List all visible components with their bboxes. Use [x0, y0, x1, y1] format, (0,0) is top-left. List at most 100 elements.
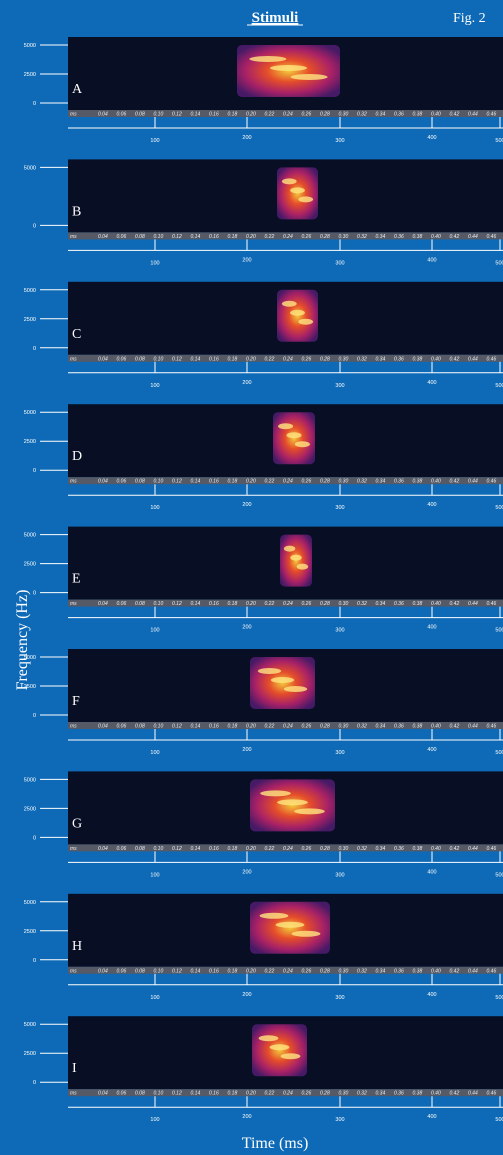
- ruler-label: 0.30: [339, 356, 349, 362]
- ruler-label: 0.46: [487, 356, 497, 362]
- ruler-label: 0.10: [154, 968, 164, 974]
- ruler-label: 0.06: [117, 356, 127, 362]
- ruler-label: 0.46: [487, 234, 497, 240]
- ruler-label: 0.26: [302, 601, 312, 607]
- ruler-label: 0.36: [394, 846, 404, 852]
- time-tick-label: 500: [495, 995, 503, 1001]
- ruler-label: 0.10: [154, 1091, 164, 1097]
- ruler-label: 0.18: [228, 234, 238, 240]
- time-tick-label: 300: [335, 628, 344, 634]
- ruler-label: 0.24: [283, 234, 293, 240]
- formant-streak: [286, 432, 301, 438]
- ruler-label: 0.12: [172, 846, 182, 852]
- ruler-label: 0.12: [172, 356, 182, 362]
- ruler-label: 0.42: [450, 846, 460, 852]
- ruler-label: 0.18: [228, 968, 238, 974]
- time-tick-label: 100: [150, 995, 159, 1001]
- ruler-label: 0.46: [487, 1091, 497, 1097]
- panel: E500025000ms0.040.060.080.100.120.140.16…: [24, 527, 503, 634]
- ruler-label: 0.12: [172, 234, 182, 240]
- time-tick-label: 100: [150, 260, 159, 266]
- ruler-label: 0.26: [302, 112, 312, 118]
- ruler-label: 0.40: [431, 724, 441, 730]
- formant-streak: [298, 319, 313, 325]
- ruler-label: 0.28: [320, 112, 330, 118]
- ruler-label: 0.32: [357, 112, 367, 118]
- ruler-label: 0.06: [117, 724, 127, 730]
- ruler-label: 0.42: [450, 234, 460, 240]
- formant-streak: [297, 564, 309, 570]
- ruler-label: 0.38: [413, 234, 423, 240]
- time-tick-label: 300: [335, 872, 344, 878]
- panel-label: C: [72, 327, 81, 342]
- ruler-label: 0.06: [117, 234, 127, 240]
- time-tick-label: 300: [335, 1117, 344, 1123]
- panel: A500025000ms0.040.060.080.100.120.140.16…: [24, 37, 503, 144]
- ruler-label: 0.38: [413, 1091, 423, 1097]
- ruler-label: 0.40: [431, 846, 441, 852]
- ruler-label: 0.36: [394, 112, 404, 118]
- freq-tick-label: 0: [33, 1080, 36, 1086]
- time-tick-label: 300: [335, 995, 344, 1001]
- panel: D500025000ms0.040.060.080.100.120.140.16…: [24, 404, 503, 511]
- formant-streak: [294, 808, 325, 814]
- panel-label: H: [72, 939, 82, 954]
- ruler-label: 0.14: [191, 968, 201, 974]
- freq-tick-label: 5000: [24, 533, 36, 539]
- time-tick-label: 100: [150, 138, 159, 144]
- ruler-label: 0.14: [191, 356, 201, 362]
- freq-tick-label: 0: [33, 713, 36, 719]
- ruler-label: 0.28: [320, 601, 330, 607]
- ruler-label: ms: [70, 601, 77, 607]
- formant-streak: [277, 799, 308, 805]
- ruler-label: 0.10: [154, 601, 164, 607]
- formant-streak: [259, 1035, 279, 1041]
- formant-streak: [298, 196, 313, 202]
- ruler-label: 0.30: [339, 846, 349, 852]
- ruler-label: 0.14: [191, 234, 201, 240]
- ruler-label: 0.44: [468, 356, 478, 362]
- time-tick-label: 400: [427, 747, 436, 753]
- ruler-label: 0.14: [191, 479, 201, 485]
- ruler-label: ms: [70, 968, 77, 974]
- ruler-label: 0.44: [468, 479, 478, 485]
- ruler-label: 0.24: [283, 1091, 293, 1097]
- time-tick-label: 400: [427, 869, 436, 875]
- ruler-label: 0.42: [450, 112, 460, 118]
- y-axis-label: Frequency (Hz): [14, 590, 31, 691]
- ruler-label: 0.20: [246, 846, 256, 852]
- ruler-label: 0.04: [98, 356, 108, 362]
- time-tick-label: 200: [242, 135, 251, 141]
- x-axis-label: Time (ms): [242, 1135, 309, 1152]
- ruler-label: 0.24: [283, 112, 293, 118]
- ruler-label: 0.08: [135, 724, 145, 730]
- freq-tick-label: 2500: [24, 929, 36, 935]
- ruler-label: 0.42: [450, 968, 460, 974]
- ruler-label: 0.24: [283, 479, 293, 485]
- time-tick-label: 300: [335, 750, 344, 756]
- ruler-label: 0.32: [357, 968, 367, 974]
- freq-tick-label: 5000: [24, 165, 36, 171]
- ruler-label: ms: [70, 356, 77, 362]
- ruler-label: 0.30: [339, 112, 349, 118]
- panel-label: B: [72, 204, 81, 219]
- formant-streak: [260, 913, 289, 919]
- time-tick-label: 100: [150, 750, 159, 756]
- ruler-label: 0.24: [283, 968, 293, 974]
- time-tick-label: 500: [495, 138, 503, 144]
- ruler-label: 0.16: [209, 724, 219, 730]
- figure: Stimuli Fig. 2 Frequency (Hz) Time (ms) …: [0, 0, 503, 1155]
- ruler-label: 0.46: [487, 479, 497, 485]
- time-tick-label: 200: [242, 747, 251, 753]
- ruler-label: 0.04: [98, 968, 108, 974]
- ruler-label: 0.32: [357, 356, 367, 362]
- ruler-label: 0.18: [228, 1091, 238, 1097]
- ruler-label: 0.40: [431, 112, 441, 118]
- ruler-label: 0.04: [98, 234, 108, 240]
- formant-streak: [290, 187, 305, 193]
- ruler-label: 0.18: [228, 724, 238, 730]
- ruler-label: 0.16: [209, 479, 219, 485]
- time-tick-label: 500: [495, 872, 503, 878]
- time-tick-label: 300: [335, 138, 344, 144]
